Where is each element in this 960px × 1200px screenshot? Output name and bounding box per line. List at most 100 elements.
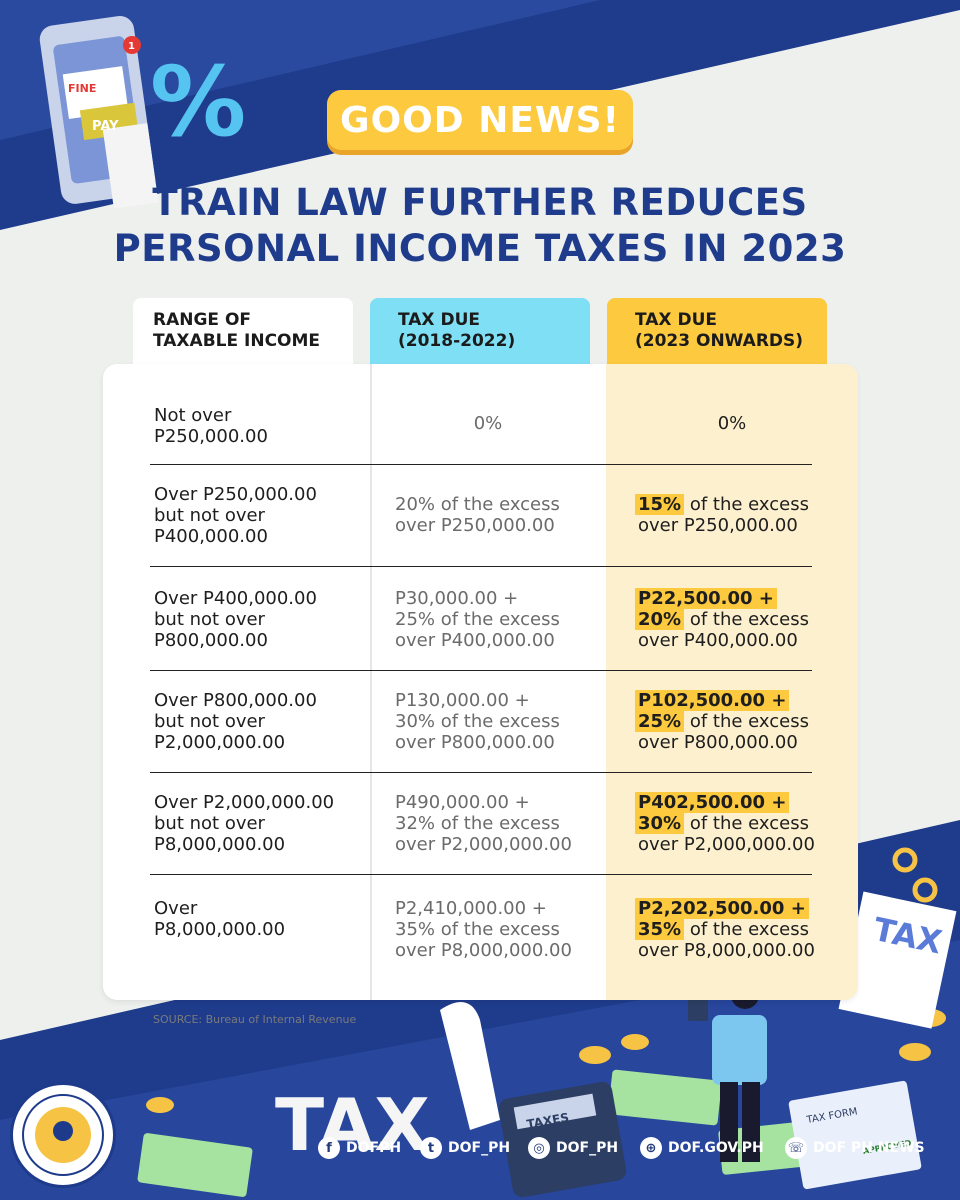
social-label: DOF_PH xyxy=(448,1140,511,1156)
phone-illustration xyxy=(39,16,159,209)
range-line: but not over xyxy=(154,505,265,526)
table-row-range: Over P250,000.00 but not over P400,000.0… xyxy=(154,484,317,547)
old-tax-line: over P8,000,000.00 xyxy=(395,940,572,961)
header-range: RANGE OF TAXABLE INCOME xyxy=(133,298,353,364)
range-line: P400,000.00 xyxy=(154,526,268,547)
page-title: TRAIN LAW FURTHER REDUCES PERSONAL INCOM… xyxy=(0,180,960,272)
title-line-1: TRAIN LAW FURTHER REDUCES xyxy=(152,181,808,224)
dof-seal-logo xyxy=(10,1082,116,1188)
table-row-new-tax: P402,500.00 + 30% of the excess over P2,… xyxy=(635,792,815,855)
header-old-line2: (2018-2022) xyxy=(398,331,516,351)
table-row-new-tax: P102,500.00 + 25% of the excess over P80… xyxy=(635,690,809,753)
new-tax-text: of the excess xyxy=(684,813,809,834)
old-tax-line: over P800,000.00 xyxy=(395,732,555,753)
range-line: but not over xyxy=(154,711,265,732)
table-row-old-tax: P490,000.00 + 32% of the excess over P2,… xyxy=(395,792,572,855)
tax-letters: TAX xyxy=(275,1083,430,1167)
range-line: Over P800,000.00 xyxy=(154,690,317,711)
table-row-old-tax: P130,000.00 + 30% of the excess over P80… xyxy=(395,690,560,753)
range-line: P250,000.00 xyxy=(154,426,268,447)
range-line: Over xyxy=(154,898,198,919)
old-tax-line: P30,000.00 + xyxy=(395,588,519,609)
row-divider xyxy=(150,670,812,671)
range-line: Over P250,000.00 xyxy=(154,484,317,505)
table-row-new-tax: P2,202,500.00 + 35% of the excess over P… xyxy=(635,898,815,961)
new-tax-line: 0% xyxy=(717,413,747,434)
new-base-highlight: P102,500.00 + xyxy=(635,690,790,711)
header-range-line1: RANGE OF xyxy=(153,310,252,330)
old-tax-line: 35% of the excess xyxy=(395,919,560,940)
social-facebook[interactable]: f DOFPH xyxy=(318,1136,401,1160)
new-tax-line: over P400,000.00 xyxy=(638,630,798,651)
new-rate-highlight: 15% xyxy=(635,494,685,515)
social-instagram[interactable]: ◎ DOF_PH xyxy=(528,1136,618,1160)
percent-symbol: % xyxy=(150,46,246,158)
table-row-old-tax: P30,000.00 + 25% of the excess over P400… xyxy=(395,588,560,651)
new-rate-highlight: 25% xyxy=(635,711,685,732)
instagram-icon: ◎ xyxy=(528,1137,550,1159)
new-base-highlight: P22,500.00 + xyxy=(635,588,777,609)
new-tax-line: over P8,000,000.00 xyxy=(638,940,815,961)
viber-icon: ☏ xyxy=(785,1137,807,1159)
new-tax-text: of the excess xyxy=(684,919,809,940)
new-rate-highlight: 20% xyxy=(635,609,685,630)
seal-icon xyxy=(22,1094,104,1176)
old-tax-line: 30% of the excess xyxy=(395,711,560,732)
title-line-2: PERSONAL INCOME TAXES IN 2023 xyxy=(113,227,847,270)
table-row-range: Not over P250,000.00 xyxy=(154,405,268,447)
header-old-line1: TAX DUE xyxy=(398,310,480,330)
pay-label: PAY xyxy=(92,119,119,134)
social-label: DOF_PH xyxy=(556,1140,619,1156)
social-label: DOFPH xyxy=(346,1140,402,1156)
row-divider xyxy=(150,874,812,875)
table-row-range: Over P2,000,000.00 but not over P8,000,0… xyxy=(154,792,334,855)
table-row-old-tax: P2,410,000.00 + 35% of the excess over P… xyxy=(395,898,572,961)
new-tax-line: over P800,000.00 xyxy=(638,732,798,753)
new-rate-highlight: 35% xyxy=(635,919,685,940)
old-tax-line: 0% xyxy=(473,413,503,434)
good-news-badge: GOOD NEWS! xyxy=(327,90,633,150)
twitter-icon: t xyxy=(420,1137,442,1159)
new-tax-text: of the excess xyxy=(684,609,809,630)
header-new-line2: (2023 ONWARDS) xyxy=(635,331,804,351)
old-tax-line: over P400,000.00 xyxy=(395,630,555,651)
social-label: DOF PH NEWS xyxy=(813,1140,925,1156)
social-website[interactable]: ⊕ DOF.GOV.PH xyxy=(640,1136,764,1160)
new-tax-text: of the excess xyxy=(684,711,809,732)
range-line: Not over xyxy=(154,405,232,426)
table-row-range: Over P8,000,000.00 xyxy=(154,898,285,940)
social-twitter[interactable]: t DOF_PH xyxy=(420,1136,510,1160)
range-line: P8,000,000.00 xyxy=(154,919,286,940)
range-line: P2,000,000.00 xyxy=(154,732,286,753)
old-tax-line: P130,000.00 + xyxy=(395,690,530,711)
header-range-line2: TAXABLE INCOME xyxy=(153,331,321,351)
old-tax-line: 20% of the excess xyxy=(395,494,560,515)
new-base-highlight: P402,500.00 + xyxy=(635,792,790,813)
table-row-new-tax: 0% xyxy=(606,413,858,434)
badge-text: GOOD NEWS! xyxy=(340,99,620,141)
range-line: Over P400,000.00 xyxy=(154,588,317,609)
old-tax-line: 25% of the excess xyxy=(395,609,560,630)
source-note: SOURCE: Bureau of Internal Revenue xyxy=(153,1013,357,1026)
table-row-range: Over P800,000.00 but not over P2,000,000… xyxy=(154,690,317,753)
table-row-new-tax: P22,500.00 + 20% of the excess over P400… xyxy=(635,588,809,651)
column-divider xyxy=(370,364,372,1000)
header-tax-new: TAX DUE (2023 ONWARDS) xyxy=(607,298,827,364)
new-base-highlight: P2,202,500.00 + xyxy=(635,898,809,919)
old-tax-line: 32% of the excess xyxy=(395,813,560,834)
old-tax-line: P490,000.00 + xyxy=(395,792,530,813)
social-viber[interactable]: ☏ DOF PH NEWS xyxy=(785,1136,925,1160)
range-line: P800,000.00 xyxy=(154,630,268,651)
header-tax-old: TAX DUE (2018-2022) xyxy=(370,298,590,364)
new-tax-column-highlight xyxy=(606,364,858,1000)
range-line: but not over xyxy=(154,813,265,834)
old-tax-line: P2,410,000.00 + xyxy=(395,898,547,919)
globe-icon: ⊕ xyxy=(640,1137,662,1159)
old-tax-line: over P2,000,000.00 xyxy=(395,834,572,855)
notification-count: 1 xyxy=(128,41,135,52)
person-illustration xyxy=(688,981,767,1162)
range-line: P8,000,000.00 xyxy=(154,834,286,855)
facebook-icon: f xyxy=(318,1137,340,1159)
row-divider xyxy=(150,464,812,465)
table-row-old-tax: 20% of the excess over P250,000.00 xyxy=(395,494,560,536)
